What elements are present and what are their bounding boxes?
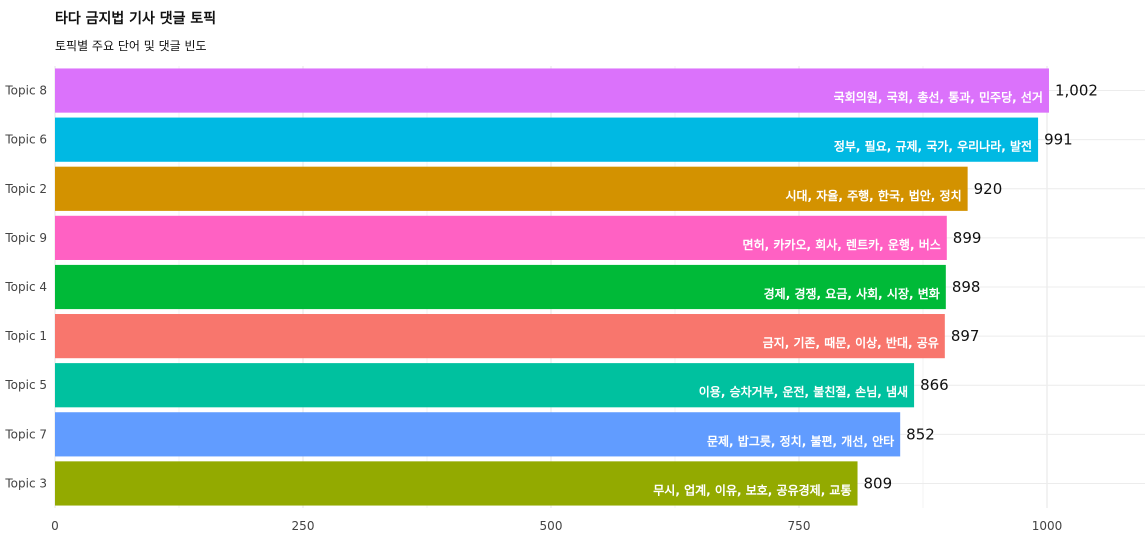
bar-keyword-label: 시대, 자율, 주행, 한국, 법안, 정치 xyxy=(785,188,961,203)
category-label: Topic 3 xyxy=(4,476,47,490)
value-label: 920 xyxy=(974,180,1003,198)
x-tick-label: 750 xyxy=(788,519,811,533)
bar xyxy=(55,166,968,211)
bar xyxy=(55,461,858,506)
category-label: Topic 2 xyxy=(4,182,47,196)
x-axis: 0 250 500 750 1000 xyxy=(51,519,1062,533)
value-label: 852 xyxy=(906,425,935,443)
x-tick-label: 0 xyxy=(51,519,59,533)
value-label: 898 xyxy=(952,278,981,296)
value-label: 899 xyxy=(953,229,982,247)
bar-keyword-label: 국회의원, 국회, 총선, 통과, 민주당, 선거 xyxy=(834,90,1043,105)
bar-keyword-label: 금지, 기존, 때문, 이상, 반대, 공유 xyxy=(763,335,939,350)
category-label: Topic 4 xyxy=(4,280,47,294)
bar-keyword-label: 정부, 필요, 규제, 국가, 우리나라, 발전 xyxy=(834,139,1032,154)
value-label: 897 xyxy=(951,327,980,345)
chart-subtitle: 토픽별 주요 단어 및 댓글 빈도 xyxy=(55,39,207,53)
bar-keyword-label: 면허, 카카오, 회사, 렌트카, 운행, 버스 xyxy=(743,237,941,252)
chart-title: 타다 금지법 기사 댓글 토픽 xyxy=(55,11,217,27)
x-tick-label: 500 xyxy=(540,519,563,533)
bar xyxy=(55,215,947,260)
category-label: Topic 8 xyxy=(4,84,47,98)
bar xyxy=(55,412,901,457)
bar-keyword-label: 무시, 업계, 이유, 보호, 공유경제, 교통 xyxy=(653,482,851,497)
bar xyxy=(55,68,1049,113)
bar xyxy=(55,264,946,310)
bars xyxy=(55,68,1049,506)
category-label: Topic 7 xyxy=(4,427,47,441)
labels: 국회의원, 국회, 총선, 통과, 민주당, 선거 1,002 Topic 8 정부,… xyxy=(4,82,1098,498)
category-label: Topic 5 xyxy=(4,378,47,392)
bar-keyword-label: 문제, 밥그릇, 정치, 불편, 개선, 안타 xyxy=(707,433,894,448)
x-tick-label: 250 xyxy=(292,519,315,533)
value-label: 991 xyxy=(1044,131,1073,149)
value-label: 866 xyxy=(920,376,949,394)
value-label: 1,002 xyxy=(1055,82,1098,100)
bar xyxy=(55,363,915,408)
bar-keyword-label: 경제, 경쟁, 요금, 사회, 시장, 변화 xyxy=(764,286,940,301)
bar-keyword-label: 이용, 승차거부, 운전, 불친절, 손님, 냄새 xyxy=(699,384,908,399)
x-tick-label: 1000 xyxy=(1032,519,1063,533)
value-label: 809 xyxy=(864,474,893,492)
category-label: Topic 9 xyxy=(4,231,47,245)
bar xyxy=(55,117,1039,162)
category-label: Topic 6 xyxy=(4,133,47,147)
category-label: Topic 1 xyxy=(4,329,47,343)
bar xyxy=(55,314,945,359)
